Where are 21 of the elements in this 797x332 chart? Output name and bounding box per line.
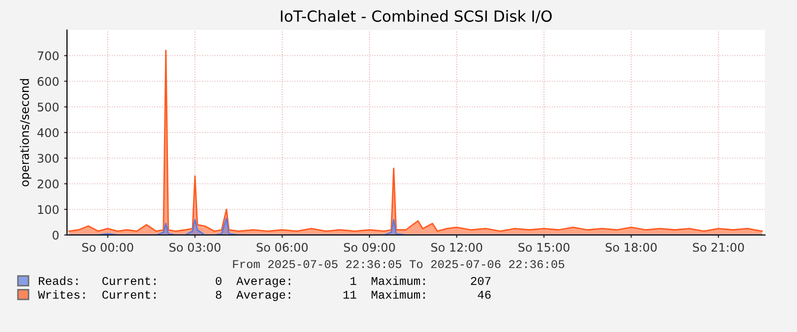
x-tick-label: So 15:00 bbox=[518, 242, 570, 252]
y-tick-label: 100 bbox=[38, 205, 59, 214]
x-tick-label: So 18:00 bbox=[606, 242, 657, 252]
y-tick-label: 700 bbox=[38, 51, 59, 60]
x-tick-label: So 00:00 bbox=[82, 242, 134, 252]
y-tick-label: 200 bbox=[38, 179, 59, 188]
legend-label: Writes: Current: 8 Average: 11 Maximum: 46 bbox=[38, 290, 491, 302]
y-tick-label: 400 bbox=[37, 128, 59, 138]
x-tick-label: So 09:00 bbox=[344, 242, 395, 252]
y-tick-label: 600 bbox=[38, 76, 59, 86]
y-tick-label: 500 bbox=[38, 102, 59, 112]
x-tick-label: So 06:00 bbox=[256, 242, 308, 252]
y-tick-label: 300 bbox=[38, 154, 59, 163]
x-tick-label: So 21:00 bbox=[693, 242, 744, 252]
x-tick-label: So 03:00 bbox=[170, 242, 220, 252]
y-axis-title: operations/second bbox=[20, 79, 32, 186]
y-tick-label: 0 bbox=[52, 230, 59, 240]
legend-label: Reads: Current: 0 Average: 1 Maximum: 207 bbox=[38, 276, 490, 288]
text: From 2025-07-05 22:36:05 To 2025-07-06 22:36:05 bbox=[233, 260, 564, 268]
chart-title: IoT-Chalet - Combined SCSI Disk I/O bbox=[280, 10, 552, 24]
x-tick-label: So 12:00 bbox=[431, 242, 482, 252]
